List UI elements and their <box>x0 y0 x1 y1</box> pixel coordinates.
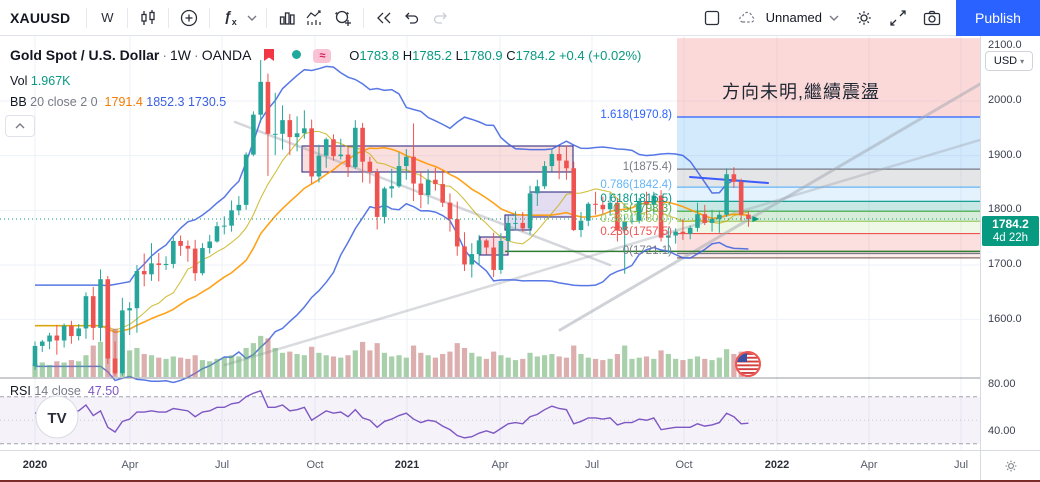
rsi-axis-label: 80.00 <box>988 378 1016 390</box>
time-axis-label: 2022 <box>764 459 790 471</box>
time-axis[interactable]: 2020 Apr Jul Oct 2021 Apr Jul Oct 2022 Apr Jul <box>0 450 980 480</box>
rsi-legend[interactable]: RSI 14 close 47.50 <box>10 384 119 398</box>
window-bottom-edge <box>0 480 1040 482</box>
candlestick-style-icon[interactable] <box>134 4 162 32</box>
time-axis-label: Apr <box>491 459 509 471</box>
bb-params: 20 close 2 0 <box>30 95 98 109</box>
cloud-save-icon[interactable] <box>734 4 762 32</box>
time-axis-label: Apr <box>860 459 878 471</box>
currency-unit-button[interactable]: USD ▾ <box>985 51 1033 71</box>
fib-label: 0.236(1757.5) <box>600 225 672 238</box>
time-axis-label: Jul <box>584 459 600 471</box>
toolbar-separator <box>266 7 268 28</box>
interval-button[interactable]: W <box>101 10 114 25</box>
time-axis-label: Jul <box>953 459 969 471</box>
axis-corner <box>980 450 1040 480</box>
ohlc-values: O1783.8 H1785.2 L1780.9 C1784.2 +0.4 (+0… <box>349 48 642 63</box>
layout-icon[interactable] <box>698 4 726 32</box>
price-axis-label: 2000.0 <box>988 94 1022 106</box>
chart-svg: TV <box>0 36 980 450</box>
rsi-value: 47.50 <box>87 384 120 398</box>
symbol-button[interactable]: XAUUSD <box>10 9 71 26</box>
delayed-data-badge[interactable]: ≈ <box>313 49 332 63</box>
legend-interval: 1W <box>170 47 192 63</box>
toolbar-separator <box>363 7 365 28</box>
price-axis-label: 1600.0 <box>988 312 1022 325</box>
indicator-templates-icon[interactable] <box>273 4 301 32</box>
publish-button[interactable]: Publish <box>956 0 1040 36</box>
time-axis-label: 2020 <box>22 459 48 471</box>
toolbar-separator <box>127 7 129 28</box>
fullscreen-icon[interactable] <box>884 4 912 32</box>
symbol-title: Gold Spot / U.S. Dollar <box>10 47 160 63</box>
screenshot-camera-icon[interactable] <box>918 4 946 32</box>
market-status-dot-icon[interactable] <box>292 50 302 59</box>
price-axis-label: 2100.0 <box>988 39 1022 52</box>
text-annotation[interactable]: 方向未明,繼續震盪 <box>722 82 881 102</box>
layout-name-label[interactable]: Unnamed <box>765 10 822 25</box>
bollinger-legend[interactable]: BB 20 close 2 0 1791.4 1852.3 1730.5 <box>10 95 226 109</box>
fib-label: 0(1721.1) <box>622 245 672 258</box>
fib-label: 1.618(1970.8) <box>600 108 672 121</box>
toolbar-separator <box>209 7 211 28</box>
indicators-chevron-down-icon[interactable] <box>244 4 260 32</box>
volume-value: 1.967K <box>30 74 71 88</box>
fib-label: 0.786(1842.4) <box>600 179 672 192</box>
collapse-legend-button[interactable] <box>5 115 35 137</box>
bb-basis-value: 1791.4 <box>104 95 143 109</box>
tradingview-logo[interactable]: TV <box>35 395 79 439</box>
bar-replay-icon[interactable] <box>370 4 398 32</box>
time-axis-label: Jul <box>214 459 230 471</box>
volume-legend[interactable]: Vol 1.967K <box>10 74 71 88</box>
redo-icon[interactable] <box>426 4 454 32</box>
forecast-icon[interactable] <box>301 4 329 32</box>
volume-label: Vol <box>10 74 28 88</box>
alert-plus-icon[interactable] <box>329 4 357 32</box>
rsi-params: 14 close <box>34 384 81 398</box>
bb-upper-value: 1852.3 <box>146 95 185 109</box>
timezone-gear-icon[interactable] <box>1003 458 1019 474</box>
toolbar-separator <box>86 7 88 28</box>
indicators-fx-icon[interactable]: ƒx <box>223 8 237 27</box>
price-axis-label: 1800.0 <box>988 203 1022 216</box>
fib-label: 0.382(1780.0) <box>600 213 672 226</box>
svg-text:TV: TV <box>47 410 66 427</box>
chart-canvas[interactable]: TV Gold Spot / U.S. Dollar · 1W · OANDA ≈ O1… <box>0 36 980 450</box>
fib-label: 0.5(1798.3) <box>613 203 672 216</box>
bb-label: BB <box>10 95 27 109</box>
bar-countdown: 4d 22h <box>992 231 1029 244</box>
time-axis-label: 2021 <box>394 459 420 471</box>
last-price-value: 1784.2 <box>992 216 1029 231</box>
legend-exchange: OANDA <box>201 47 251 63</box>
rsi-label: RSI <box>10 384 31 398</box>
flagged-icon[interactable] <box>263 49 275 62</box>
us-flag-event-icon <box>735 351 761 377</box>
top-toolbar: XAUUSD W ƒx <box>0 0 1040 36</box>
price-axis-label: 1700.0 <box>988 258 1022 270</box>
last-price-badge: 1784.2 4d 22h <box>982 215 1039 246</box>
price-axis-label: 1900.0 <box>988 148 1022 161</box>
toolbar-right-group: Unnamed Publish <box>698 0 1040 36</box>
fib-label: 0.618(1816.5) <box>600 193 672 206</box>
time-axis-label: Oct <box>675 459 693 471</box>
symbol-legend[interactable]: Gold Spot / U.S. Dollar · 1W · OANDA ≈ O1783… <box>10 47 642 63</box>
fib-label: 1(1875.4) <box>622 161 672 174</box>
settings-gear-icon[interactable] <box>850 4 878 32</box>
rsi-axis-label: 40.00 <box>988 425 1016 437</box>
price-axis[interactable]: USD ▾ 2100.0 2000.0 1900.0 1800.0 1700.0 1600.… <box>980 36 1040 450</box>
undo-icon[interactable] <box>398 4 426 32</box>
time-axis-label: Apr <box>121 459 139 471</box>
time-axis-label: Oct <box>306 459 324 471</box>
toolbar-separator <box>168 7 170 28</box>
layout-chevron-down-icon[interactable] <box>826 4 842 32</box>
chevron-up-icon <box>15 123 25 129</box>
compare-plus-icon[interactable] <box>175 4 203 32</box>
bb-lower-value: 1730.5 <box>187 95 227 109</box>
